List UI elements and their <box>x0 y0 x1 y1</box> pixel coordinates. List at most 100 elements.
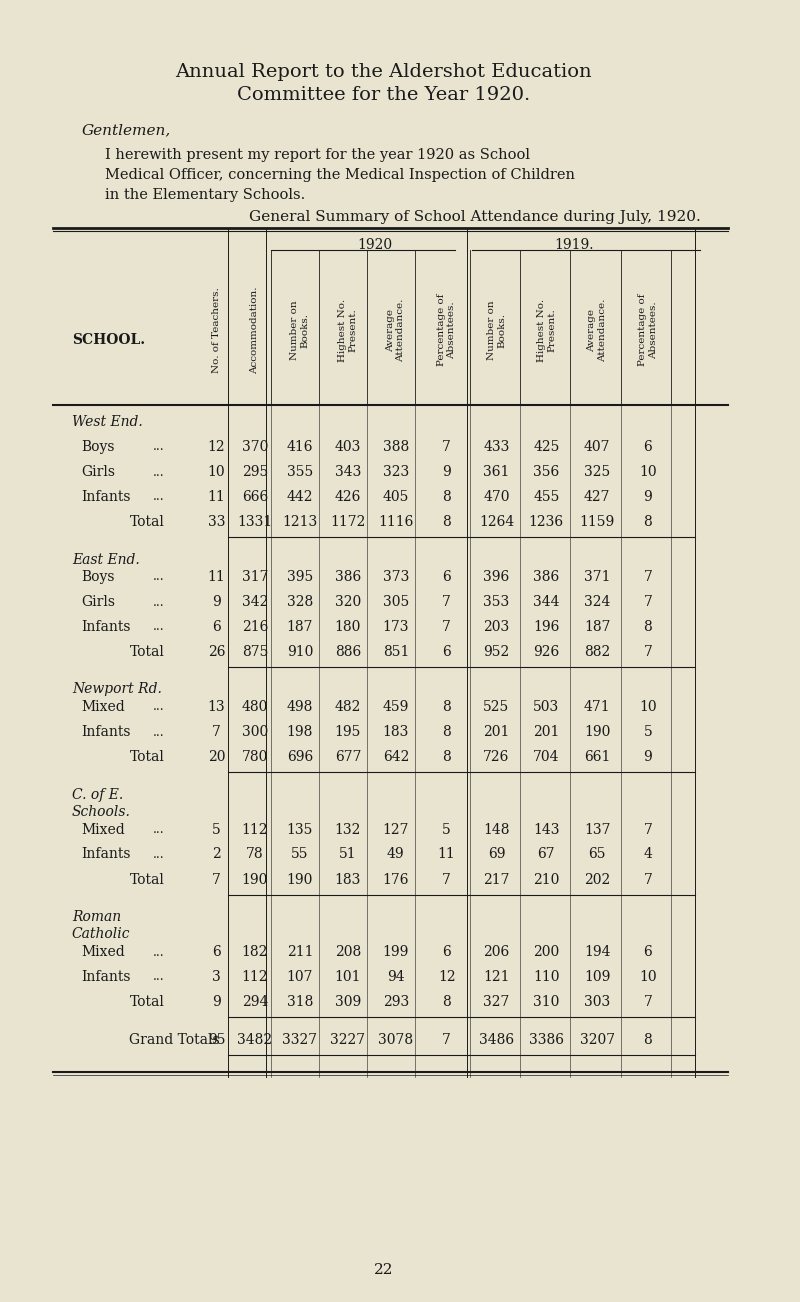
Text: 305: 305 <box>382 595 409 609</box>
Text: 6: 6 <box>442 570 451 585</box>
Text: 317: 317 <box>242 570 268 585</box>
Text: 94: 94 <box>387 970 405 984</box>
Text: 480: 480 <box>242 700 268 713</box>
Text: 195: 195 <box>334 725 361 740</box>
Text: 26: 26 <box>208 644 226 659</box>
Text: 6: 6 <box>643 945 652 960</box>
Text: 666: 666 <box>242 490 268 504</box>
Text: 198: 198 <box>287 725 313 740</box>
Text: ...: ... <box>154 823 165 836</box>
Text: 203: 203 <box>483 620 510 634</box>
Text: Total: Total <box>130 644 164 659</box>
Text: ...: ... <box>154 491 165 504</box>
Text: Mixed: Mixed <box>82 700 126 713</box>
Text: 3078: 3078 <box>378 1032 414 1047</box>
Text: 51: 51 <box>339 848 357 862</box>
Text: Gentlemen,: Gentlemen, <box>82 122 170 137</box>
Text: 355: 355 <box>287 465 313 479</box>
Text: 370: 370 <box>242 440 268 454</box>
Text: 3386: 3386 <box>529 1032 564 1047</box>
Text: ...: ... <box>154 725 165 738</box>
Text: 101: 101 <box>334 970 361 984</box>
Text: Grand Totals: Grand Totals <box>130 1032 220 1047</box>
Text: Newport Rd.: Newport Rd. <box>72 682 162 697</box>
Text: 7: 7 <box>643 644 652 659</box>
Text: 7: 7 <box>212 725 221 740</box>
Text: Committee for the Year 1920.: Committee for the Year 1920. <box>237 86 530 104</box>
Text: 13: 13 <box>208 700 226 713</box>
Text: Medical Officer, concerning the Medical Inspection of Children: Medical Officer, concerning the Medical … <box>106 168 575 182</box>
Text: 10: 10 <box>639 465 657 479</box>
Text: 704: 704 <box>533 750 559 764</box>
Text: 9: 9 <box>643 750 652 764</box>
Text: 470: 470 <box>483 490 510 504</box>
Text: 7: 7 <box>643 823 652 836</box>
Text: 3: 3 <box>212 970 221 984</box>
Text: 33: 33 <box>208 516 226 529</box>
Text: 320: 320 <box>334 595 361 609</box>
Text: 300: 300 <box>242 725 268 740</box>
Text: 395: 395 <box>287 570 313 585</box>
Text: 642: 642 <box>382 750 409 764</box>
Text: 328: 328 <box>287 595 313 609</box>
Text: 12: 12 <box>438 970 455 984</box>
Text: Boys: Boys <box>82 570 115 585</box>
Text: 173: 173 <box>382 620 409 634</box>
Text: 8: 8 <box>643 1032 652 1047</box>
Text: 95: 95 <box>208 1032 226 1047</box>
Text: 696: 696 <box>287 750 313 764</box>
Text: 9: 9 <box>643 490 652 504</box>
Text: 7: 7 <box>442 872 451 887</box>
Text: 9: 9 <box>442 465 451 479</box>
Text: Highest No.
Present.: Highest No. Present. <box>537 298 556 362</box>
Text: ...: ... <box>154 621 165 634</box>
Text: 199: 199 <box>382 945 409 960</box>
Text: 216: 216 <box>242 620 268 634</box>
Text: in the Elementary Schools.: in the Elementary Schools. <box>106 187 306 202</box>
Text: 910: 910 <box>287 644 313 659</box>
Text: 886: 886 <box>334 644 361 659</box>
Text: 78: 78 <box>246 848 264 862</box>
Text: 7: 7 <box>442 440 451 454</box>
Text: 211: 211 <box>286 945 314 960</box>
Text: 405: 405 <box>382 490 409 504</box>
Text: Infants: Infants <box>82 490 131 504</box>
Text: Total: Total <box>130 872 164 887</box>
Text: 309: 309 <box>334 995 361 1009</box>
Text: 726: 726 <box>483 750 510 764</box>
Text: 202: 202 <box>584 872 610 887</box>
Text: I herewith present my report for the year 1920 as School: I herewith present my report for the yea… <box>106 148 530 161</box>
Text: 6: 6 <box>442 644 451 659</box>
Text: 1331: 1331 <box>238 516 273 529</box>
Text: 851: 851 <box>382 644 409 659</box>
Text: 190: 190 <box>287 872 313 887</box>
Text: 442: 442 <box>286 490 314 504</box>
Text: 6: 6 <box>643 440 652 454</box>
Text: 12: 12 <box>208 440 226 454</box>
Text: 318: 318 <box>287 995 313 1009</box>
Text: 343: 343 <box>334 465 361 479</box>
Text: 206: 206 <box>483 945 510 960</box>
Text: 373: 373 <box>382 570 409 585</box>
Text: Total: Total <box>130 995 164 1009</box>
Text: 482: 482 <box>334 700 361 713</box>
Text: 344: 344 <box>533 595 559 609</box>
Text: 295: 295 <box>242 465 268 479</box>
Text: Infants: Infants <box>82 848 131 862</box>
Text: 69: 69 <box>488 848 506 862</box>
Text: 5: 5 <box>643 725 652 740</box>
Text: 294: 294 <box>242 995 268 1009</box>
Text: 110: 110 <box>533 970 559 984</box>
Text: 323: 323 <box>382 465 409 479</box>
Text: 187: 187 <box>584 620 610 634</box>
Text: 952: 952 <box>483 644 510 659</box>
Text: Percentage of
Absentees.: Percentage of Absentees. <box>437 294 456 366</box>
Text: 127: 127 <box>382 823 409 836</box>
Text: 6: 6 <box>212 945 221 960</box>
Text: 20: 20 <box>208 750 226 764</box>
Text: 325: 325 <box>584 465 610 479</box>
Text: 459: 459 <box>382 700 409 713</box>
Text: Average
Attendance.: Average Attendance. <box>386 298 406 362</box>
Text: 926: 926 <box>533 644 559 659</box>
Text: 498: 498 <box>287 700 313 713</box>
